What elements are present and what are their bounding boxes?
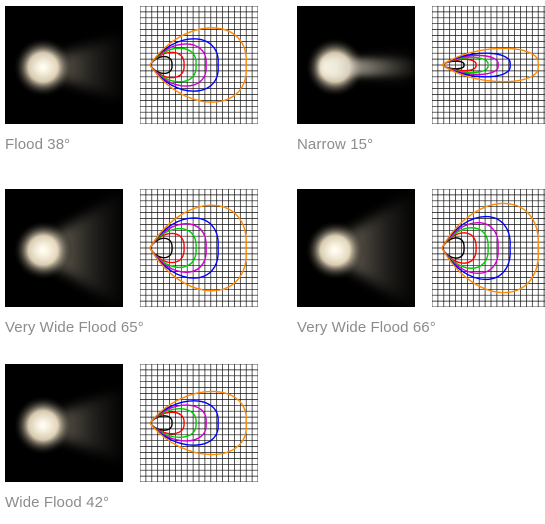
isolux-contour <box>441 202 539 294</box>
isolux-contour <box>149 27 247 103</box>
light-cone-image <box>5 189 123 307</box>
isolux-contour <box>149 415 173 431</box>
light-cone-image <box>297 6 415 124</box>
beam-label: Very Wide Flood 66° <box>297 319 436 336</box>
isolux-contour <box>149 408 197 438</box>
beam-label: Very Wide Flood 65° <box>5 319 144 336</box>
beam-photo <box>5 364 123 482</box>
isolux-contour <box>440 47 539 83</box>
isolux-contour <box>441 222 499 274</box>
isolux-contour <box>441 237 465 259</box>
isolux-contour <box>149 400 219 446</box>
light-cone-image <box>5 6 123 124</box>
beam-card-vwflood-65: Very Wide Flood 65° <box>0 189 260 349</box>
isolux-contour <box>441 227 489 269</box>
beam-card-wideflood-42: Wide Flood 42° <box>0 364 260 524</box>
isolux-contour <box>149 227 197 269</box>
isolux-contour <box>441 232 477 264</box>
isolux-contour <box>149 237 173 259</box>
isolux-contour <box>441 215 511 281</box>
isolux-contour <box>149 204 247 292</box>
beam-label: Flood 38° <box>5 136 71 153</box>
isolux-contour <box>440 58 477 72</box>
isolux-contour <box>149 223 207 273</box>
isolux-contour <box>440 52 511 78</box>
light-cone-image <box>297 189 415 307</box>
beam-label: Wide Flood 42° <box>5 494 110 511</box>
beam-photo <box>297 189 415 307</box>
isolux-contour <box>149 38 219 92</box>
beam-photo <box>5 6 123 124</box>
isolux-diagram <box>140 364 258 482</box>
isolux-contour <box>440 56 489 74</box>
beam-label: Narrow 15° <box>297 136 374 153</box>
beam-photo <box>297 6 415 124</box>
isolux-contour <box>440 54 499 76</box>
beam-card-narrow-15: Narrow 15° <box>292 6 545 166</box>
isolux-contour <box>149 55 173 75</box>
isolux-diagram <box>432 189 545 307</box>
isolux-contour <box>149 43 207 87</box>
isolux-contour <box>149 51 185 79</box>
isolux-contour <box>149 411 185 435</box>
isolux-contour <box>149 404 207 442</box>
beam-card-flood-38: Flood 38° <box>0 6 260 166</box>
isolux-contour <box>149 390 247 456</box>
isolux-contour <box>149 217 219 279</box>
isolux-contour <box>149 47 197 83</box>
beam-card-vwflood-66: Very Wide Flood 66° <box>292 189 545 349</box>
isolux-diagram <box>140 6 258 124</box>
light-cone-image <box>5 364 123 482</box>
beam-photo <box>5 189 123 307</box>
isolux-diagram <box>432 6 545 124</box>
isolux-contour <box>149 232 185 264</box>
isolux-diagram <box>140 189 258 307</box>
